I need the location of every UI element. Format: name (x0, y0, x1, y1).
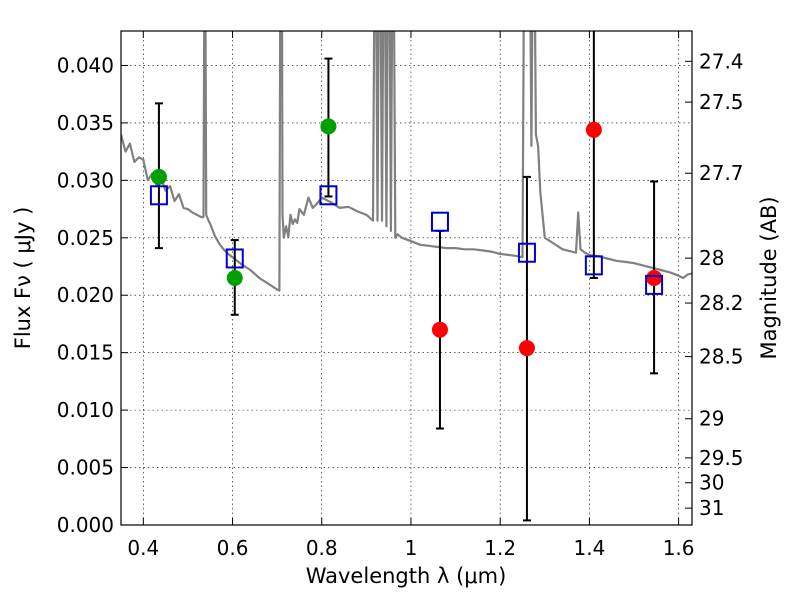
x-tick-label: 0.6 (217, 536, 249, 560)
right-tick-label: 31 (699, 496, 724, 520)
y-tick-label: 0.015 (57, 341, 114, 365)
y-tick-label: 0.030 (57, 168, 114, 192)
model-flux-square (225, 248, 244, 269)
plot-frame (120, 30, 693, 526)
model-flux-square (319, 185, 338, 206)
x-tick-label: 1.4 (573, 536, 605, 560)
model-flux-square (517, 242, 536, 263)
y-axis-ticks: 0.000 0.005 0.010 0.015 0.020 0.025 0.030 0.035… (57, 53, 128, 537)
right-tick-label: 27.7 (699, 161, 744, 185)
model-flux-square (584, 255, 603, 276)
model-flux-square (430, 211, 449, 232)
model-spectrum-line (121, 31, 692, 292)
y-tick-label: 0.025 (57, 226, 114, 250)
photometry-point (150, 168, 167, 185)
x-axis-title: Wavelength λ (μm) (306, 564, 507, 588)
x-tick-label: 1.2 (484, 536, 516, 560)
y-tick-label: 0.040 (57, 53, 114, 77)
x-tick-label: 1 (405, 536, 418, 560)
right-tick-label: 27.5 (699, 90, 744, 114)
photometry-point (226, 270, 243, 286)
x-tick-label: 1.6 (663, 536, 695, 560)
y-tick-label: 0.035 (57, 111, 114, 135)
right-tick-label: 28 (699, 246, 724, 270)
y-axis-title-right: Magnitude (AB) (757, 196, 781, 359)
y-tick-label: 0.020 (57, 283, 114, 307)
y-tick-label: 0.005 (57, 456, 114, 480)
photometry-point (518, 340, 535, 357)
x-axis-ticks: 0.4 0.6 0.8 1 1.2 1.4 1.6 (127, 31, 695, 560)
photometry-point (431, 321, 448, 338)
y-tick-label: 0.000 (57, 513, 114, 537)
right-tick-label: 29 (699, 407, 724, 431)
model-flux-square (645, 274, 664, 295)
y-axis-title-left: Flux Fν ( μJy ) (11, 207, 35, 350)
photometry-point (320, 118, 337, 135)
photometry-point (646, 270, 663, 286)
right-tick-label: 28.2 (699, 291, 744, 315)
photometry-point (585, 121, 602, 138)
right-tick-label: 30 (699, 471, 724, 495)
x-tick-label: 0.4 (127, 536, 159, 560)
right-tick-label: 28.5 (699, 345, 744, 369)
right-tick-label: 29.5 (699, 446, 744, 470)
right-tick-label: 27.4 (699, 49, 744, 73)
spectrum-line-layer (121, 31, 692, 292)
model-flux-square (149, 185, 168, 206)
y-tick-label: 0.010 (57, 398, 114, 422)
data-points-layer (149, 118, 664, 357)
x-tick-label: 0.8 (306, 536, 338, 560)
